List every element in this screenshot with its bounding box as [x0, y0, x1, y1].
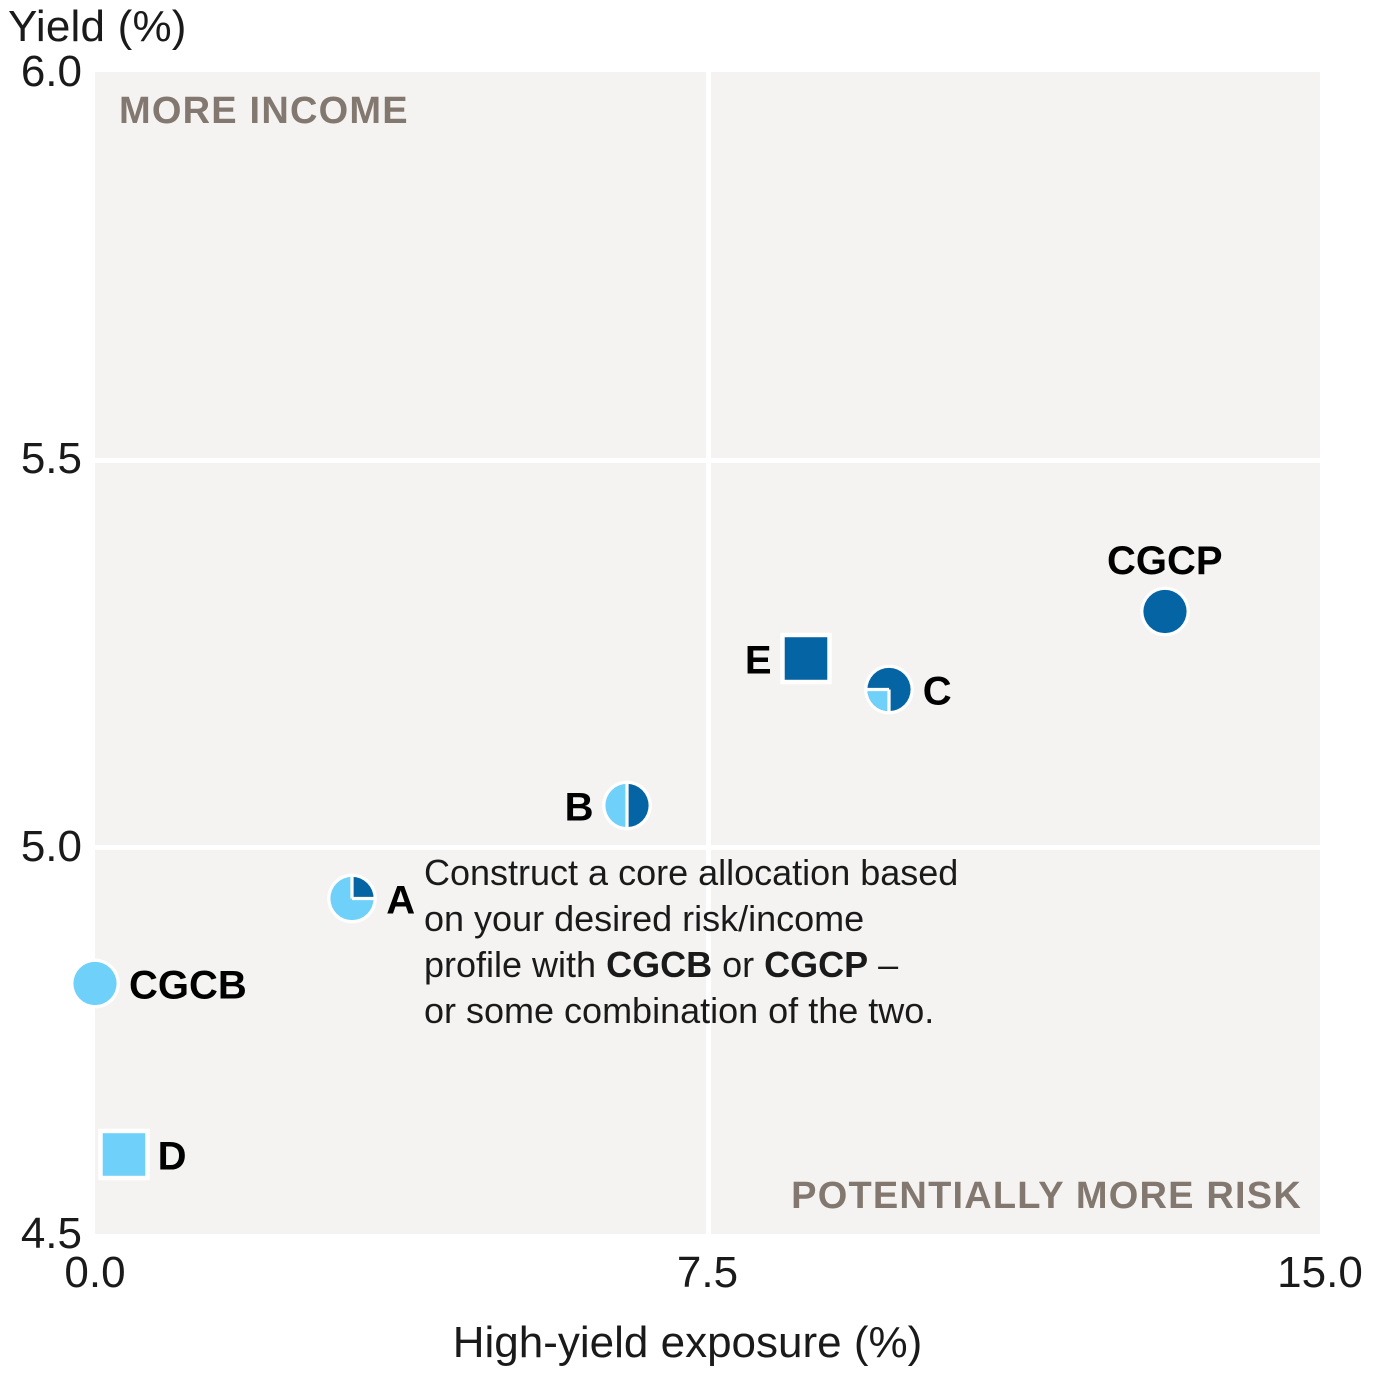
annotation-fund-cgcp: CGCP — [764, 944, 869, 986]
quadrant-caption-more-risk: POTENTIALLY MORE RISK — [791, 1175, 1302, 1217]
data-point-label-e: E — [744, 638, 772, 683]
y-tick-label: 4.5 — [20, 1209, 82, 1258]
marker-circle-icon — [1138, 585, 1192, 644]
y-tick-label: 5.0 — [20, 821, 82, 871]
x-axis-title: High-yield exposure (%) — [452, 1318, 923, 1367]
plot-area: MORE INCOME POTENTIALLY MORE RISK CGCB D A… — [70, 72, 1320, 1234]
annotation-line-2: on your desired risk/income — [424, 898, 865, 940]
data-point-label-cgcb: CGCB — [129, 963, 247, 1008]
marker-circle-icon — [68, 957, 122, 1016]
annotation-line-4: or some combination of the two. — [424, 990, 935, 1032]
x-tick-label: 0.0 — [64, 1248, 126, 1297]
y-tick-label: 5.5 — [20, 434, 82, 484]
gridline-x-7.5 — [706, 72, 711, 1234]
marker-pie-quarter-ne-icon — [325, 871, 379, 930]
data-point-label-d: D — [157, 1134, 187, 1179]
x-tick-label: 15.0 — [1277, 1248, 1363, 1297]
annotation-line-3-mid: or — [712, 944, 765, 986]
annotation-line-1: Construct a core allocation based — [424, 852, 959, 893]
y-axis-title: Yield (%) — [8, 2, 187, 51]
data-point-label-a: A — [386, 878, 416, 923]
annotation-fund-cgcb: CGCB — [606, 944, 713, 986]
y-tick-label: 6.0 — [20, 47, 82, 96]
quadrant-caption-more-income: MORE INCOME — [119, 90, 409, 132]
annotation-line-3-post: – — [868, 944, 899, 986]
marker-square-icon — [96, 1126, 152, 1187]
marker-pie-quarter-sw-icon — [862, 662, 916, 721]
data-point-label-c: C — [922, 669, 952, 714]
data-point-label-cgcp: CGCP — [1107, 539, 1223, 584]
annotation-callout: Construct a core allocation based on you… — [424, 850, 958, 1034]
annotation-line-3: profile with CGCB or CGCP – — [424, 942, 958, 988]
marker-half-vertical-icon — [600, 778, 654, 837]
x-tick-label: 7.5 — [676, 1248, 739, 1297]
marker-square-icon — [778, 630, 834, 691]
data-point-label-b: B — [564, 785, 594, 830]
annotation-line-3-pre: profile with — [424, 944, 607, 986]
